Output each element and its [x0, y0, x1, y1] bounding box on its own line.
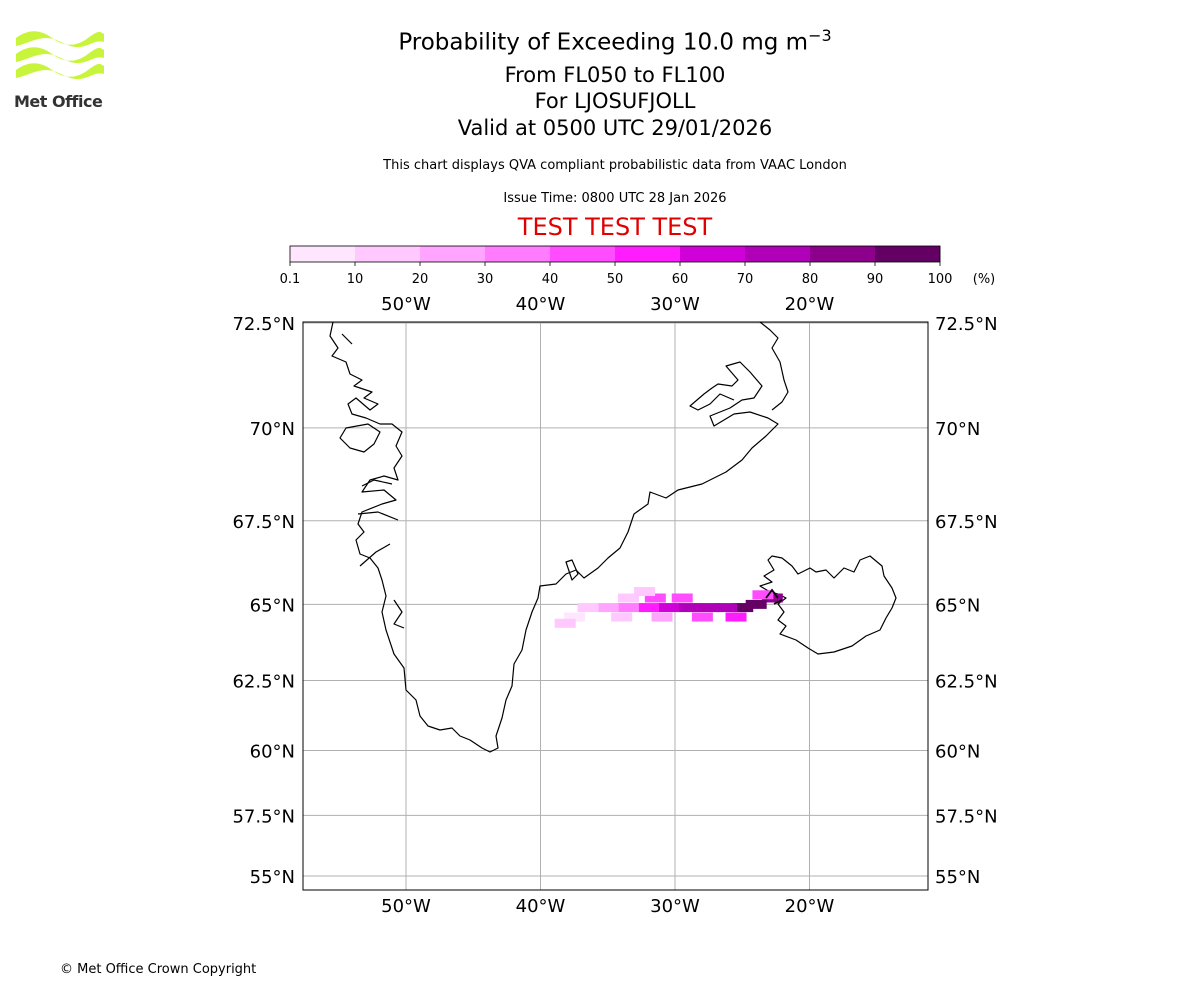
colorbar-segment [420, 246, 486, 262]
chart-title-exponent: −3 [808, 26, 832, 45]
plume-cell [644, 593, 666, 603]
plume-cell [691, 612, 713, 622]
met-office-logo: Met Office [14, 30, 114, 112]
latitude-label: 72.5°N [232, 314, 295, 335]
plume-cell [634, 587, 656, 597]
plume-cell [577, 603, 599, 613]
plume-cell [658, 603, 680, 613]
flight-levels: From FL050 to FL100 [504, 63, 726, 87]
greenland-fjord [357, 511, 399, 521]
copyright-text: © Met Office Crown Copyright [60, 962, 257, 977]
colorbar-unit-label: (%) [973, 272, 996, 287]
colorbar-tick-label: 30 [477, 272, 494, 287]
colorbar-tick-label: 60 [672, 272, 689, 287]
plume-cell [554, 618, 576, 628]
disclaimer-text: This chart displays QVA compliant probab… [383, 158, 847, 173]
wave-logo-icon [16, 31, 104, 80]
location-name: For LJOSUFJOLL [534, 89, 696, 113]
plume-cell [617, 603, 639, 613]
plume-cell [716, 603, 738, 613]
colorbar-segment [810, 246, 876, 262]
colorbar-segment [615, 246, 681, 262]
colorbar-tick-label: 40 [542, 272, 559, 287]
colorbar-tick-label: 0.1 [280, 272, 301, 287]
latitude-label: 55°N [250, 867, 295, 888]
plume-cell [671, 593, 693, 603]
longitude-label: 20°W [785, 294, 835, 315]
longitude-label: 30°W [650, 896, 700, 917]
map-gridlines [303, 322, 928, 890]
plume-cell [564, 612, 586, 622]
map-frame [302, 321, 929, 891]
greenland-west-coast [329, 322, 779, 753]
greenland-fjord [565, 559, 579, 581]
greenland-fjord [359, 543, 391, 567]
valid-time: Valid at 0500 UTC 29/01/2026 [457, 116, 773, 140]
plume-cell [617, 593, 639, 603]
latitude-label: 62.5°N [935, 672, 998, 693]
latitude-label: 65°N [935, 595, 980, 616]
test-banner: TEST TEST TEST [517, 213, 713, 241]
latitude-label: 55°N [935, 867, 980, 888]
colorbar-tick-label: 70 [737, 272, 754, 287]
plume-cell [725, 612, 747, 622]
latitude-label: 70°N [935, 419, 980, 440]
plume-cell [745, 599, 767, 609]
colorbar-tick-label: 90 [867, 272, 884, 287]
latitude-label: 67.5°N [232, 512, 295, 533]
chart-title-text: Probability of Exceeding 10.0 mg m [398, 29, 809, 56]
colorbar-segment [875, 246, 941, 262]
greenland-fjord [361, 479, 393, 487]
longitude-label: 30°W [650, 294, 700, 315]
chart-title: Probability of Exceeding 10.0 mg m−3 [0, 26, 1200, 56]
greenland-fjord [339, 423, 381, 453]
longitude-label: 40°W [516, 294, 566, 315]
plume-cell [698, 603, 720, 613]
latitude-label: 60°N [250, 742, 295, 763]
colorbar-segment [550, 246, 616, 262]
colorbar-segment [355, 246, 421, 262]
greenland-fjord [341, 333, 353, 345]
map-axis-labels: 50°W 50°W 40°W 40°W 30°W 30°W 20°W 20°W 72.5°N 72… [232, 294, 997, 917]
longitude-label: 50°W [381, 896, 431, 917]
plume-cell [651, 612, 673, 622]
plume-cell [732, 603, 754, 613]
longitude-label: 40°W [516, 896, 566, 917]
issue-time: Issue Time: 0800 UTC 28 Jan 2026 [503, 191, 727, 206]
greenland-fjord [393, 599, 405, 629]
longitude-label: 20°W [785, 896, 835, 917]
plume-cell [597, 603, 619, 613]
latitude-label: 57.5°N [935, 806, 998, 827]
colorbar-segment [290, 246, 356, 262]
colorbar-tick-label: 50 [607, 272, 624, 287]
colorbar-tick-label: 100 [928, 272, 953, 287]
probability-plume [554, 587, 783, 628]
greenland-northeast-coast [759, 322, 789, 411]
colorbar: 0.1 10 20 30 40 50 60 70 80 90 100 [280, 245, 953, 287]
plume-cell [752, 590, 774, 600]
latitude-label: 62.5°N [232, 672, 295, 693]
latitude-label: 57.5°N [232, 806, 295, 827]
colorbar-segment [680, 246, 746, 262]
colorbar-tick-label: 80 [802, 272, 819, 287]
colorbar-segment [485, 246, 551, 262]
volcano-marker-icon [765, 588, 783, 605]
latitude-label: 60°N [935, 742, 980, 763]
colorbar-tick-label: 20 [412, 272, 429, 287]
logo-text: Met Office [14, 92, 103, 111]
plume-cell [611, 612, 633, 622]
colorbar-segment [745, 246, 811, 262]
plume-cell [678, 603, 700, 613]
colorbar-tick-label: 10 [347, 272, 364, 287]
latitude-label: 70°N [250, 419, 295, 440]
latitude-label: 67.5°N [935, 512, 998, 533]
latitude-label: 65°N [250, 595, 295, 616]
plume-cell [638, 603, 660, 613]
longitude-label: 50°W [381, 294, 431, 315]
latitude-label: 72.5°N [935, 314, 998, 335]
